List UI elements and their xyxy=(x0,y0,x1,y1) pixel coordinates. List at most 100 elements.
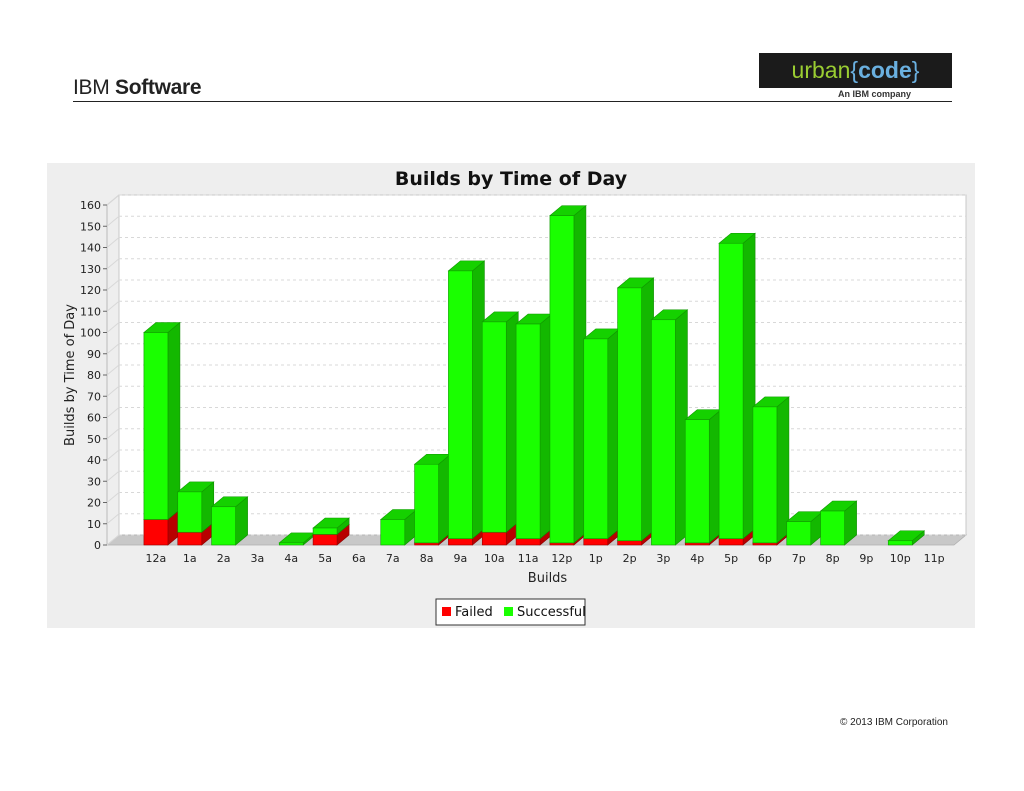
y-tick-label: 160 xyxy=(80,199,101,212)
y-tick-label: 70 xyxy=(87,390,101,403)
x-tick-label: 3p xyxy=(656,552,670,565)
bar-front xyxy=(380,519,406,546)
chart-title: Builds by Time of Day xyxy=(395,168,628,190)
chart-panel: Builds by Time of Day 0 10 20 30 40 50 60 70 80 90… xyxy=(47,163,975,628)
x-tick-label: 11p xyxy=(924,552,945,565)
y-gridline-connector xyxy=(106,364,120,376)
y-tick-label: 150 xyxy=(80,220,101,233)
y-tick-label: 130 xyxy=(80,263,101,276)
y-gridline-connector xyxy=(106,470,120,482)
y-gridline-connector xyxy=(106,492,120,503)
bar-segment xyxy=(819,500,858,546)
x-tick-label: 6p xyxy=(758,552,772,565)
logo-open-brace: { xyxy=(850,57,859,83)
x-tick-label: 11a xyxy=(518,552,539,565)
legend-label: Failed xyxy=(455,605,493,620)
y-tick-label: 0 xyxy=(94,539,101,552)
bar-segment xyxy=(616,277,655,542)
bar-front xyxy=(515,538,541,546)
bar-front xyxy=(414,542,439,546)
x-tick-label: 12a xyxy=(146,552,167,565)
chart-legend: Failed Successful xyxy=(435,598,586,626)
bar-segment xyxy=(549,204,587,544)
x-tick-label: 3a xyxy=(251,552,265,565)
bar-segment xyxy=(481,311,520,533)
bar-segment xyxy=(176,481,215,533)
bar-front xyxy=(583,538,609,546)
bar-front xyxy=(684,419,710,544)
x-tick-label: 5a xyxy=(318,552,332,565)
bar-front xyxy=(177,491,203,533)
bar-front xyxy=(448,538,473,546)
x-tick-label: 1p xyxy=(589,552,603,565)
x-tick-label: 8p xyxy=(826,552,840,565)
y-gridline-connector xyxy=(106,300,120,312)
bar-front xyxy=(786,521,812,546)
bar-front xyxy=(617,287,642,542)
legend-swatch xyxy=(442,607,451,616)
logo-code: code xyxy=(858,57,912,83)
bar-front xyxy=(718,242,744,539)
bar-segment xyxy=(515,313,553,540)
legend-swatch xyxy=(504,607,513,616)
logo-close-brace: } xyxy=(911,57,920,83)
bar-front xyxy=(481,531,507,546)
x-tick-label: 2p xyxy=(623,552,637,565)
y-tick-label: 10 xyxy=(87,518,101,531)
bar-segment xyxy=(684,408,723,544)
header-divider xyxy=(73,101,952,102)
y-gridline-connector xyxy=(106,534,120,546)
bar-front xyxy=(211,506,236,546)
y-tick-label: 90 xyxy=(87,348,101,361)
bar-front xyxy=(177,531,203,546)
bar-segment xyxy=(650,309,689,546)
bar-front xyxy=(752,542,778,546)
bar-segment xyxy=(718,232,756,540)
y-tick-label: 30 xyxy=(87,475,101,488)
bar-segment xyxy=(582,328,621,540)
y-tick-label: 40 xyxy=(87,454,101,467)
x-tick-label: 12p xyxy=(551,552,572,565)
y-gridline-connector xyxy=(106,258,120,270)
bar-front xyxy=(278,542,304,546)
bar-front xyxy=(143,332,169,520)
bar-front xyxy=(549,215,575,544)
x-tick-label: 9p xyxy=(859,552,873,565)
bar-front xyxy=(549,542,575,546)
x-tick-label: 4a xyxy=(284,552,298,565)
ibm-software-brand: IBM Software xyxy=(73,76,202,100)
bar-segment xyxy=(143,321,181,521)
logo-urban: urban xyxy=(791,57,851,83)
bar-segment xyxy=(887,530,926,546)
bar-front xyxy=(515,323,541,539)
y-gridline-connector xyxy=(106,343,120,355)
legend-label: Successful xyxy=(517,605,586,620)
y-tick-label: 140 xyxy=(80,242,101,255)
x-tick-label: 10p xyxy=(890,552,911,565)
bar-front xyxy=(651,319,676,546)
brand-ibm: IBM xyxy=(73,76,110,99)
bar-front xyxy=(684,542,710,546)
bar-front xyxy=(887,540,913,546)
y-gridline-connector xyxy=(106,279,120,291)
bar-segment xyxy=(210,496,249,546)
bar-front xyxy=(481,321,507,533)
bar-front xyxy=(583,338,609,539)
y-tick-label: 80 xyxy=(87,369,101,382)
y-gridline-connector xyxy=(106,215,120,227)
y-gridline-connector xyxy=(106,407,120,418)
y-gridline-connector xyxy=(106,449,120,461)
x-axis-label: Builds xyxy=(528,571,568,586)
x-tick-label: 7p xyxy=(792,552,806,565)
bar-front xyxy=(143,519,169,546)
legend-box xyxy=(435,598,586,626)
x-tick-label: 6a xyxy=(352,552,366,565)
bar-front xyxy=(820,510,845,546)
bar-front xyxy=(752,406,778,544)
bar-segment xyxy=(785,510,824,546)
bar-side xyxy=(167,321,181,521)
y-gridline-connector xyxy=(106,237,120,248)
bar-front xyxy=(448,270,473,539)
logo-tagline: An IBM company xyxy=(838,89,912,99)
y-gridline-connector xyxy=(106,385,120,397)
